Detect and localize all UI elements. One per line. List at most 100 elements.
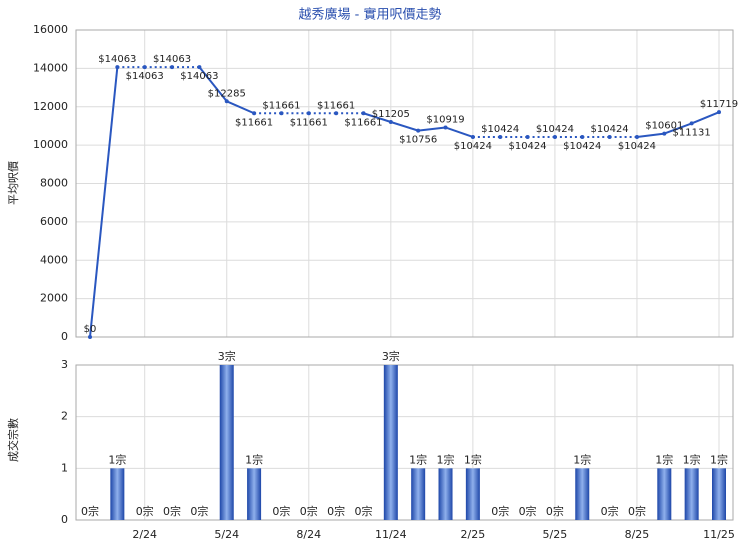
point	[552, 134, 557, 139]
data-label: 1宗	[437, 452, 455, 466]
point	[525, 134, 530, 139]
data-label: $14063	[126, 71, 164, 82]
y-tick-label: 2	[61, 410, 68, 423]
plot-frame	[75, 364, 734, 521]
data-label: 3宗	[218, 349, 236, 363]
point	[580, 134, 585, 139]
y-tick-label: 8000	[40, 177, 68, 190]
data-label: 0宗	[136, 504, 154, 518]
data-label: 1宗	[710, 452, 728, 466]
data-label: $10601	[645, 121, 683, 132]
point	[689, 121, 694, 126]
data-label: $10756	[399, 135, 437, 146]
point	[279, 111, 284, 116]
data-label: $0	[84, 324, 97, 335]
y-tick-label: 12000	[33, 100, 68, 113]
line-segment	[418, 126, 446, 132]
data-label: 0宗	[81, 504, 99, 518]
y-tick-label: 16000	[33, 23, 68, 36]
y-axis-label: 平均呎價	[6, 161, 20, 205]
data-label: $10424	[536, 124, 574, 135]
data-label: 0宗	[163, 504, 181, 518]
data-label: 0宗	[272, 504, 290, 518]
x-tick-label: 2/24	[132, 528, 157, 541]
data-label: $14063	[153, 54, 191, 65]
data-label: 0宗	[354, 504, 372, 518]
data-label: 1宗	[464, 452, 482, 466]
data-label: 0宗	[519, 504, 537, 518]
point	[388, 120, 393, 125]
data-label: $10424	[508, 141, 546, 152]
line-segment	[636, 132, 665, 138]
point	[252, 111, 257, 116]
point	[88, 335, 92, 339]
y-tick-label: 0	[61, 513, 68, 526]
line-segment	[89, 67, 119, 338]
data-label: $10424	[618, 141, 656, 152]
bar	[465, 468, 480, 520]
plot-frame	[75, 29, 734, 338]
x-tick-label: 2/25	[461, 528, 486, 541]
point	[115, 65, 120, 70]
bar	[712, 468, 726, 520]
data-label: $10424	[591, 124, 629, 135]
y-tick-label: 1	[61, 461, 68, 474]
data-label: $11205	[372, 109, 410, 120]
line-segment	[363, 112, 392, 123]
bar	[411, 468, 426, 520]
data-label: 1宗	[683, 452, 701, 466]
y-tick-label: 2000	[40, 292, 68, 305]
point	[443, 125, 448, 130]
data-label: 0宗	[546, 504, 564, 518]
point	[224, 99, 229, 104]
bar	[684, 468, 699, 520]
data-label: 0宗	[300, 504, 318, 518]
y-axis-label: 成交宗數	[6, 418, 20, 462]
data-label: 1宗	[409, 452, 427, 466]
y-tick-label: 10000	[33, 138, 68, 151]
data-label: 1宗	[573, 452, 591, 466]
bar	[247, 468, 262, 520]
line-segment	[691, 111, 720, 125]
y-tick-label: 6000	[40, 215, 68, 228]
data-label: $10424	[481, 124, 519, 135]
data-label: $11661	[262, 100, 300, 111]
y-tick-label: 4000	[40, 253, 68, 266]
data-label: 1宗	[245, 452, 263, 466]
point	[334, 111, 339, 116]
data-label: $14063	[180, 71, 218, 82]
line-segment	[390, 121, 419, 132]
point	[498, 134, 503, 139]
chart-title: 越秀廣場 - 實用呎價走勢	[299, 7, 442, 23]
line-segment	[198, 66, 228, 102]
data-label: 0宗	[601, 504, 619, 518]
data-label: $11131	[673, 127, 711, 138]
data-label: $11661	[344, 117, 382, 128]
data-label: $10919	[426, 114, 464, 125]
data-label: 0宗	[491, 504, 509, 518]
point	[662, 131, 667, 136]
data-label: 0宗	[628, 504, 646, 518]
point	[416, 128, 421, 133]
data-label: $12285	[208, 88, 246, 99]
data-label: 1宗	[655, 452, 673, 466]
point	[170, 65, 175, 70]
line-segment	[663, 122, 693, 135]
data-label: $10424	[563, 141, 601, 152]
x-tick-label: 5/25	[543, 528, 568, 541]
data-label: $11661	[290, 117, 328, 128]
data-label: 0宗	[190, 504, 208, 518]
point	[634, 134, 639, 139]
data-label: $10424	[454, 141, 492, 152]
data-label: $11661	[235, 117, 273, 128]
line-segment	[226, 100, 255, 115]
point	[306, 111, 311, 116]
y-tick-label: 14000	[33, 61, 68, 74]
bar	[438, 468, 453, 520]
data-label: 1宗	[108, 452, 126, 466]
bar	[219, 365, 234, 520]
x-tick-label: 11/25	[703, 528, 735, 541]
y-tick-label: 0	[61, 330, 68, 343]
point	[142, 65, 147, 70]
